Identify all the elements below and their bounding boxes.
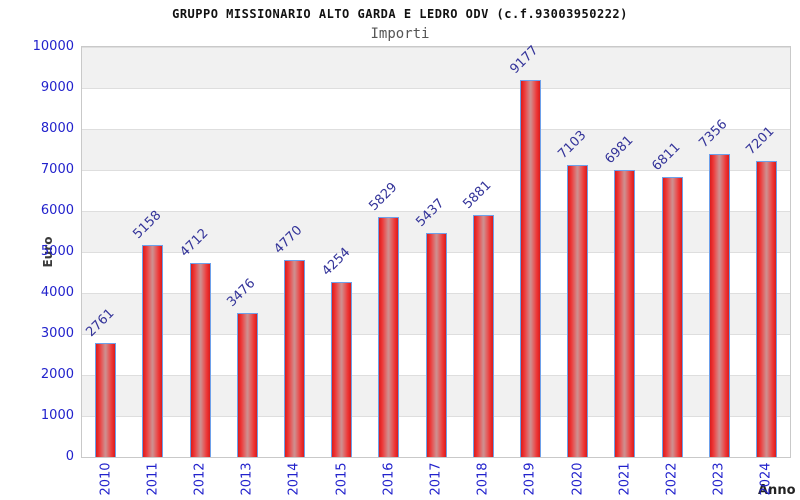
x-tick-label: 2016 bbox=[381, 462, 397, 496]
y-tick-label: 1000 bbox=[40, 408, 74, 423]
bar bbox=[567, 165, 588, 457]
bar bbox=[709, 154, 730, 457]
x-tick-label: 2024 bbox=[758, 462, 774, 496]
bar bbox=[142, 245, 163, 457]
y-tick-label: 4000 bbox=[40, 285, 74, 300]
x-tick-label: 2014 bbox=[286, 462, 302, 496]
bar bbox=[331, 282, 352, 457]
bar-value-label: 4770 bbox=[271, 222, 306, 257]
bar bbox=[756, 161, 777, 457]
bar bbox=[520, 80, 541, 457]
bar-value-label: 7356 bbox=[696, 116, 731, 151]
bar bbox=[95, 343, 116, 457]
bar-value-label: 4712 bbox=[177, 225, 212, 260]
bar-value-label: 7201 bbox=[743, 123, 778, 158]
y-tick-label: 2000 bbox=[40, 367, 74, 382]
bar bbox=[426, 233, 447, 457]
bar-value-label: 3476 bbox=[224, 275, 259, 310]
bar-value-label: 6981 bbox=[602, 132, 637, 167]
x-tick-label: 2019 bbox=[522, 462, 538, 496]
x-tick-label: 2020 bbox=[570, 462, 586, 496]
chart-title: GRUPPO MISSIONARIO ALTO GARDA E LEDRO OD… bbox=[172, 7, 628, 21]
bar-value-label: 7103 bbox=[555, 127, 590, 162]
bar bbox=[190, 263, 211, 457]
y-tick-label: 7000 bbox=[40, 162, 74, 177]
bar-value-label: 5829 bbox=[366, 179, 401, 214]
bar-value-label: 9177 bbox=[507, 42, 542, 77]
y-tick-label: 9000 bbox=[40, 80, 74, 95]
bar-value-label: 5437 bbox=[413, 195, 448, 230]
bar bbox=[284, 260, 305, 457]
bar bbox=[237, 313, 258, 457]
bar bbox=[378, 217, 399, 457]
y-tick-label: 6000 bbox=[40, 203, 74, 218]
bar-value-label: 6811 bbox=[649, 139, 684, 174]
x-tick-label: 2022 bbox=[664, 462, 680, 496]
bar-value-label: 4254 bbox=[319, 244, 354, 279]
x-tick-label: 2013 bbox=[239, 462, 255, 496]
y-tick-label: 8000 bbox=[40, 121, 74, 136]
y-tick-label: 0 bbox=[65, 449, 74, 464]
x-tick-label: 2011 bbox=[145, 462, 161, 496]
x-tick-label: 2012 bbox=[192, 462, 208, 496]
bar bbox=[473, 215, 494, 457]
bar-value-label: 2761 bbox=[83, 305, 118, 340]
x-axis-title: Anno bbox=[758, 483, 796, 498]
y-tick-label: 10000 bbox=[32, 39, 74, 54]
bar-value-label: 5881 bbox=[460, 177, 495, 212]
bar bbox=[614, 170, 635, 457]
x-tick-label: 2010 bbox=[98, 462, 114, 496]
x-tick-label: 2021 bbox=[617, 462, 633, 496]
bar-value-label: 5158 bbox=[130, 207, 165, 242]
x-tick-label: 2017 bbox=[428, 462, 444, 496]
plot-area: 2761 5158 4712 3476 4770 4254 5829 5437 5881 9177… bbox=[81, 42, 791, 458]
x-tick-label: 2018 bbox=[475, 462, 491, 496]
bar bbox=[662, 177, 683, 457]
x-tick-label: 2023 bbox=[711, 462, 727, 496]
x-tick-label: 2015 bbox=[334, 462, 350, 496]
chart-subtitle: Importi bbox=[370, 26, 430, 42]
y-tick-label: 5000 bbox=[40, 244, 74, 259]
y-tick-label: 3000 bbox=[40, 326, 74, 341]
